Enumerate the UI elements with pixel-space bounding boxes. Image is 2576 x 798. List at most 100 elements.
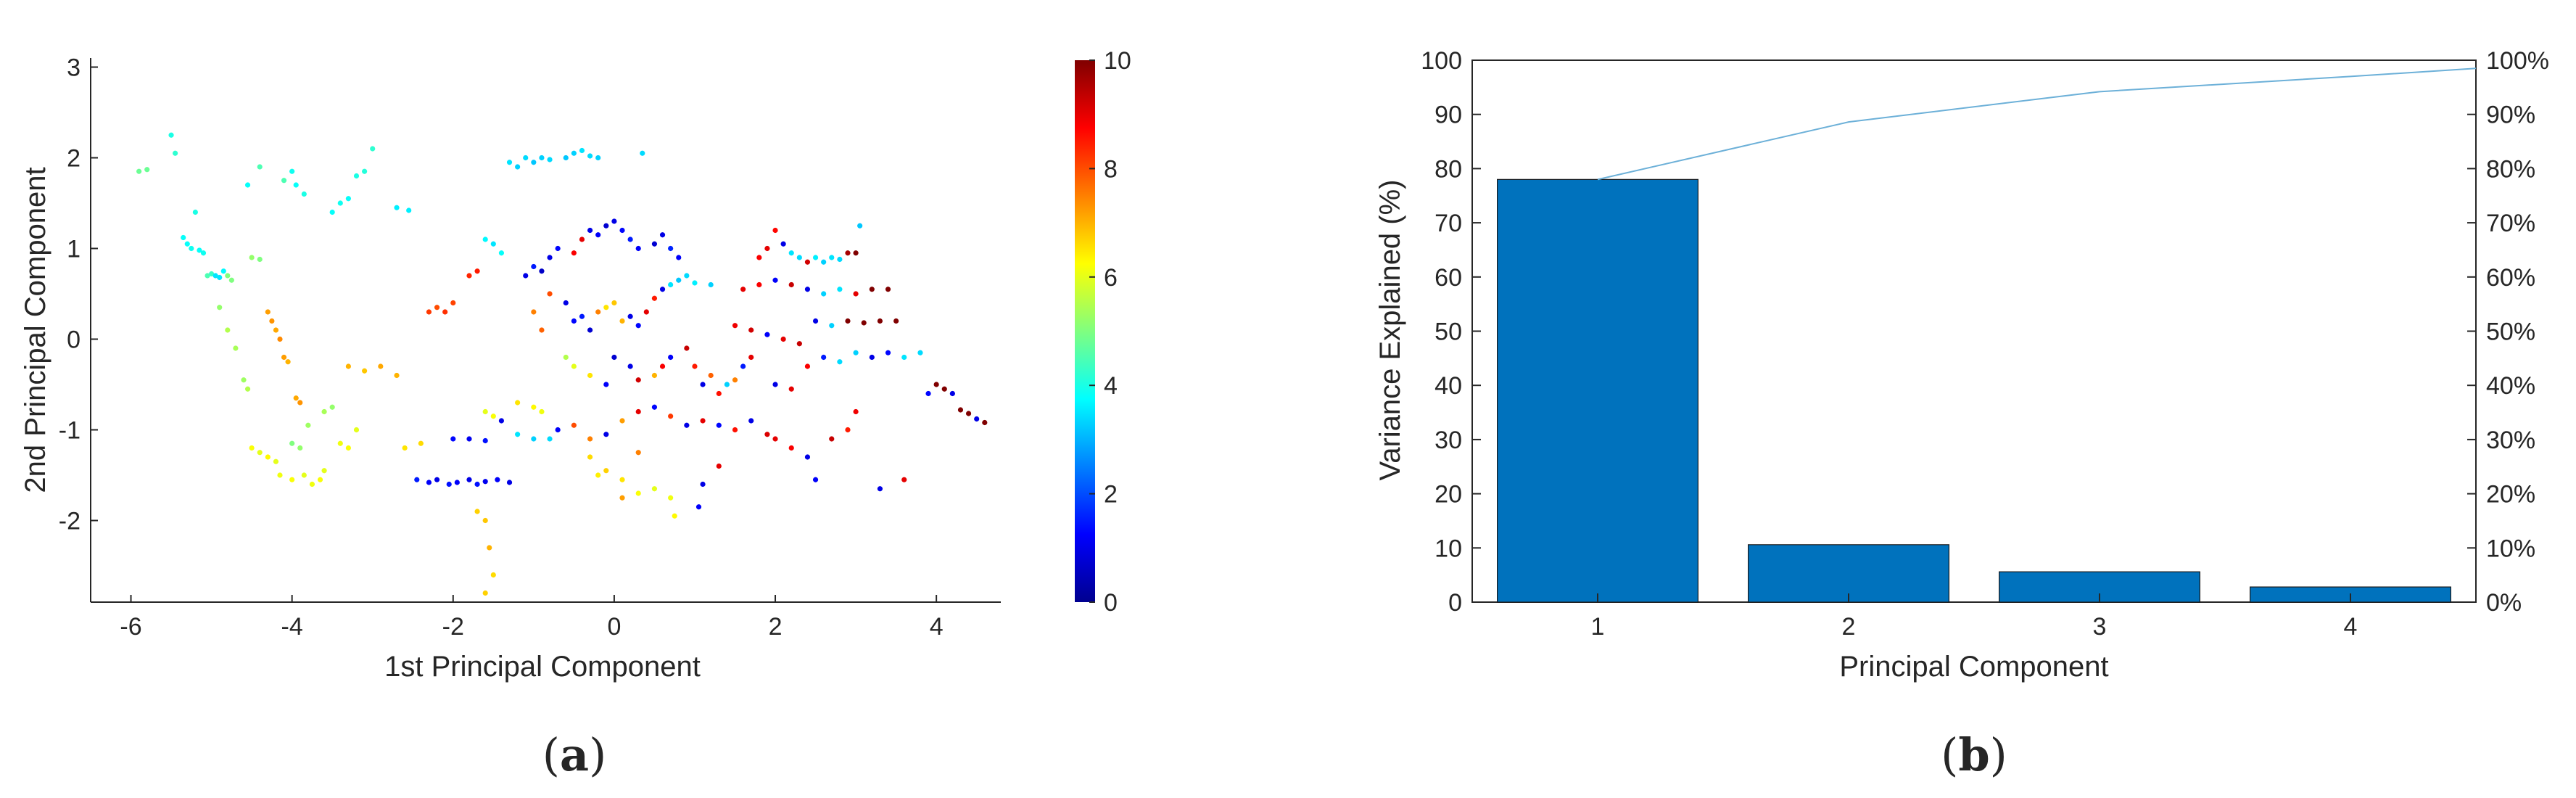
scatter-point [531, 404, 537, 410]
scatter-point [821, 291, 827, 297]
bar-y2-tick-label: 30% [2486, 427, 2535, 454]
scatter-point [756, 255, 762, 260]
bar-x-ticks: 1 2 3 4 [1591, 593, 2357, 641]
scatter-point [804, 454, 811, 460]
colorbar [1075, 60, 1095, 602]
scatter-point [829, 436, 835, 442]
colorbar-tick-label: 2 [1104, 481, 1118, 509]
bar-y-tick-label: 100 [1421, 47, 1462, 75]
scatter-point [845, 427, 851, 433]
scatter-point [370, 146, 376, 152]
scatter-point [173, 150, 178, 156]
scatter-point [595, 232, 601, 238]
scatter-point [217, 305, 223, 310]
scatter-point [233, 345, 239, 351]
scatter-point [812, 318, 819, 324]
bar-y2-tick-label: 10% [2486, 535, 2535, 562]
scatter-x-tick-label: -2 [442, 613, 464, 641]
scatter-point [619, 418, 625, 424]
scatter-point [772, 277, 778, 283]
scatter-point [684, 345, 690, 351]
scatter-point [531, 436, 537, 442]
scatter-point [821, 259, 827, 265]
scatter-point [821, 354, 827, 361]
scatter-point [732, 427, 738, 433]
scatter-point [244, 182, 251, 188]
scatter-point [635, 490, 641, 496]
scatter-point [812, 255, 819, 260]
scatter-point [716, 390, 722, 397]
scatter-point [220, 268, 226, 274]
bar-y-tick-label: 60 [1434, 264, 1462, 292]
scatter-point [446, 481, 452, 488]
scatter-point [732, 377, 738, 383]
bar-x-tick-label: 2 [1842, 613, 1856, 641]
scatter-y-tick-label: 1 [67, 236, 80, 263]
scatter-y-tick-label: 0 [67, 326, 80, 354]
scatter-point [857, 223, 863, 229]
scatter-point [450, 300, 456, 306]
colorbar-tick-label: 4 [1104, 372, 1118, 400]
scatter-point [957, 407, 964, 413]
scatter-point [619, 477, 625, 482]
scatter-point [772, 436, 778, 442]
scatter-point [490, 414, 496, 419]
scatter-point [780, 336, 786, 342]
scatter-point [571, 318, 577, 324]
scatter-point [901, 354, 907, 361]
scatter-point [724, 382, 730, 387]
scatter-point [579, 236, 585, 242]
scatter-point [539, 327, 545, 333]
scatter-point [547, 255, 553, 260]
scatter-point [788, 445, 794, 451]
bar-chart: 0 10 20 30 40 50 60 70 80 90 100 0% 10% 20% 30% 40% 50%… [1374, 47, 2549, 683]
scatter-point [515, 164, 521, 170]
bar [1497, 178, 1699, 603]
scatter-point [651, 295, 658, 301]
scatter-point [555, 427, 561, 433]
scatter-point [293, 395, 299, 401]
scatter-point [197, 247, 202, 253]
scatter-point [692, 363, 698, 369]
scatter-point [394, 372, 400, 379]
scatter-point [603, 432, 609, 437]
scatter-point [539, 155, 545, 161]
scatter-x-tick-label: 0 [607, 613, 621, 641]
scatter-point [700, 418, 706, 424]
scatter-point [635, 408, 641, 415]
scatter-point [225, 273, 231, 279]
scatter-x-tick-label: 2 [769, 613, 783, 641]
scatter-point [487, 545, 492, 551]
scatter-point [748, 354, 754, 361]
scatter-point [563, 354, 569, 361]
scatter-point [595, 309, 601, 315]
scatter-point [708, 372, 714, 379]
scatter-point [756, 281, 762, 288]
scatter-point [949, 390, 955, 397]
scatter-point [700, 481, 706, 488]
scatter-point [651, 404, 658, 410]
scatter-y-tick-label: -1 [59, 417, 80, 445]
scatter-point [531, 160, 537, 165]
scatter-point [772, 227, 778, 234]
scatter-point [603, 223, 609, 229]
scatter-point [426, 309, 432, 315]
scatter-point [539, 268, 545, 274]
scatter-point [651, 241, 658, 247]
scatter-point [587, 153, 593, 159]
scatter-point [587, 227, 593, 234]
scatter-point [635, 323, 641, 329]
scatter-point [885, 350, 891, 355]
scatter-point [845, 250, 851, 256]
scatter-point [345, 196, 351, 202]
scatter-point [212, 273, 218, 279]
scatter-point [345, 363, 351, 369]
scatter-point [668, 245, 674, 252]
scatter-point [684, 422, 690, 428]
scatter-point [498, 418, 505, 424]
scatter-x-axis-label: 1st Principal Component [384, 651, 701, 683]
scatter-point [442, 309, 448, 315]
scatter-point [643, 309, 649, 315]
scatter-point [571, 250, 577, 256]
scatter-point [659, 287, 666, 292]
